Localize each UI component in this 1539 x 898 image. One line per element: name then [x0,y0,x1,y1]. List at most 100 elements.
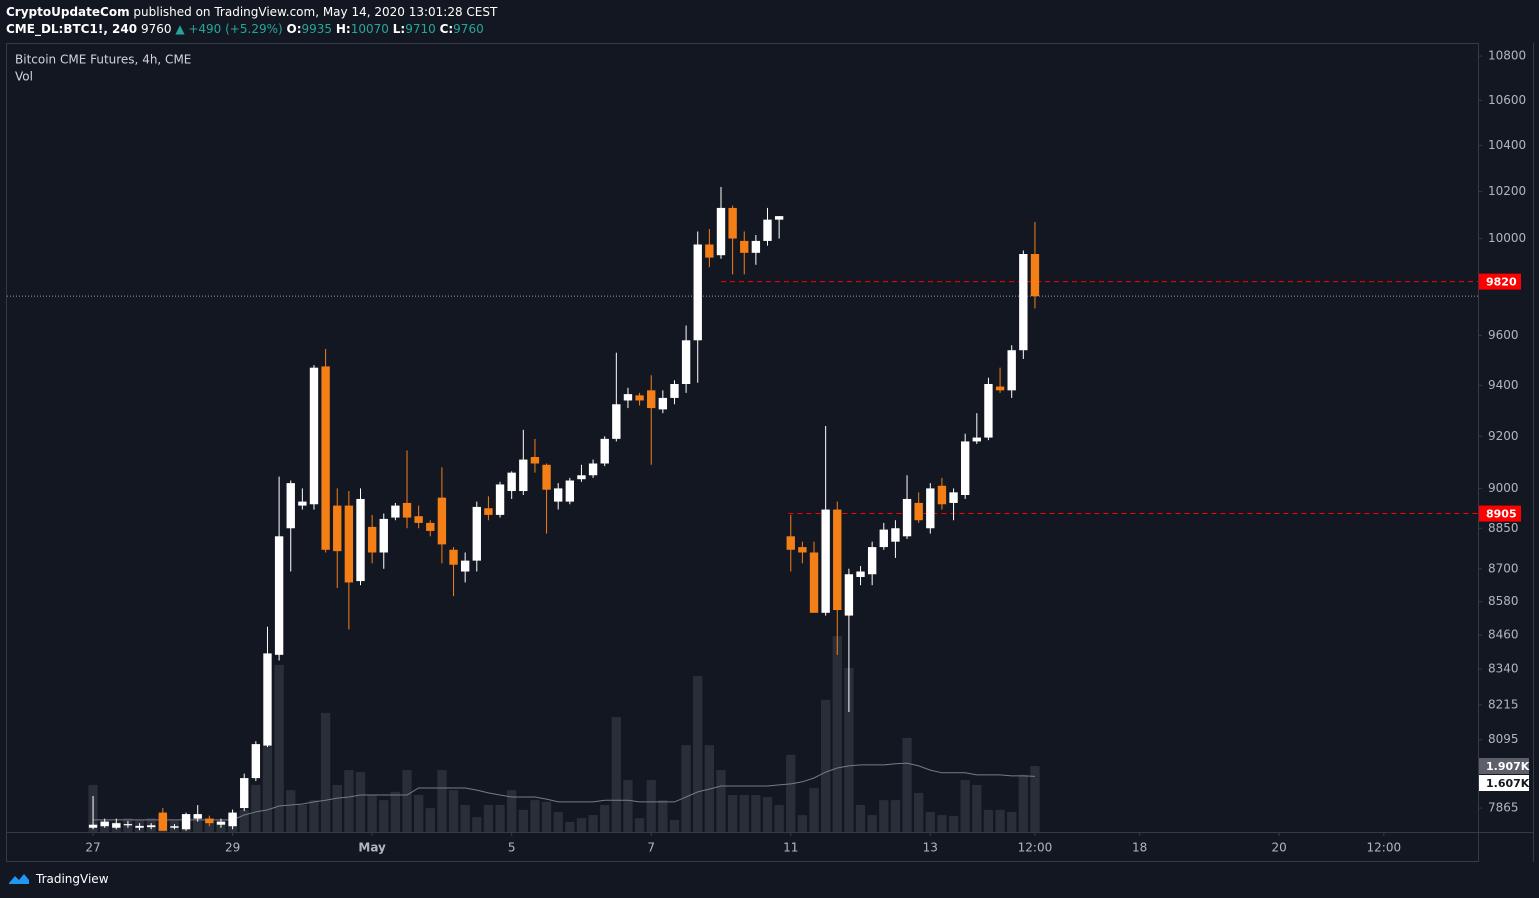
price-tag: 8905 [1486,508,1517,521]
y-tick-label: 9600 [1488,328,1519,342]
change: ▲ +490 (+5.29%) [175,22,283,36]
candle-body [693,244,702,341]
volume-bar [693,675,703,832]
candle-body [495,484,505,515]
volume-bar [809,788,819,832]
y-tick-label: 10800 [1488,49,1526,63]
candle-body [681,340,691,385]
candle-body [705,244,714,258]
candle-body [798,547,807,553]
volume-bar [541,801,552,832]
volume-bar [239,809,249,832]
chart: 10800 10600 10400 10200 10000 9600 9400 9200 900… [6,43,1534,862]
candle-body [554,488,563,502]
volume-bar [983,809,994,832]
symbol: CME_DL:BTC1!, 240 [6,22,138,36]
candle-body [240,778,249,809]
published: published on TradingView.com, May 14, 20… [133,5,498,19]
volume-bar [1018,774,1028,832]
candle-body [263,653,272,746]
volume-bar [507,790,517,832]
volume-bar [844,667,854,832]
candle-body [507,472,516,492]
candle-body [344,505,354,583]
candle-body [216,821,226,825]
x-tick-label: May [358,841,386,855]
candle-layer [88,186,1040,831]
symbol-line: CME_DL:BTC1!, 240 9760 ▲ +490 (+5.29%) O… [6,21,497,38]
open-label: O: [286,22,302,36]
volume-ma-line [93,762,1036,821]
candle-body [879,529,888,548]
candle-body [612,404,621,439]
volume-bar [832,636,842,832]
volume-bar [576,818,587,832]
y-tick-label: 9400 [1488,378,1519,392]
volume-bar [425,808,435,832]
candle-body [809,552,819,613]
volume-bar [646,780,656,832]
volume-bar [320,712,331,832]
candle-body [181,814,191,830]
candle-body [786,536,795,550]
candle-body [972,437,981,442]
candle-body [1019,254,1028,351]
candle-body [158,812,168,831]
axis-layer: 10800 10600 10400 10200 10000 9600 9400 9200 900… [85,49,1529,855]
volume-bar [634,818,645,832]
candle-body [821,509,830,613]
y-tick-label: 8095 [1488,732,1519,746]
volume-bar [413,794,424,832]
candle-body [274,536,284,655]
volume-bar [448,790,459,832]
volume-bar [193,815,203,832]
candle-body [251,744,261,779]
candle-body [1030,254,1040,297]
price-tag-box [1479,273,1521,290]
candle-body [426,522,435,531]
candle-body [135,825,144,828]
volume-bar [751,794,761,832]
volume-bar [914,792,924,832]
volume-bar [332,784,342,832]
candle-body [379,518,388,553]
y-tick-label: 10000 [1488,231,1526,245]
volume-bar [518,809,528,832]
candle-body [902,498,912,537]
plot-frame [6,43,1479,862]
y-tick-label: 8215 [1488,697,1519,711]
volume-bar [937,815,947,832]
publish-line: CryptoUpdateCom published on TradingView… [6,4,497,21]
candle-body [402,502,412,518]
volume-bar [762,797,773,832]
candle-body [844,574,854,616]
volume-bar [669,819,680,832]
low: 9710 [405,22,436,36]
candle-body [728,207,737,239]
volume-bar [379,800,389,832]
volume-bar [367,794,377,832]
y-tick-label: 8340 [1488,662,1519,676]
candle-body [414,516,423,523]
y-tick-label: 10400 [1488,138,1526,152]
candle-body [984,384,993,438]
volume-bar [472,817,482,832]
x-tick-label: 27 [85,841,100,855]
candle-body [670,384,679,398]
volume-bar [251,784,261,832]
volume-bar [402,770,412,832]
y-tick-label: 9000 [1488,481,1519,495]
volume-bar [716,770,726,832]
volume-bar [495,805,505,832]
volume-bar [1007,811,1017,832]
candle-body [472,506,481,561]
candle-body [774,216,784,220]
candle-body [112,823,121,828]
volume-bar [297,805,308,832]
candle-body [205,818,214,824]
volume-tag-box [1479,758,1529,775]
volume-bar [623,780,633,832]
candle-body [635,395,644,401]
price-tag: 9820 [1486,276,1517,289]
candle-body [600,438,609,464]
